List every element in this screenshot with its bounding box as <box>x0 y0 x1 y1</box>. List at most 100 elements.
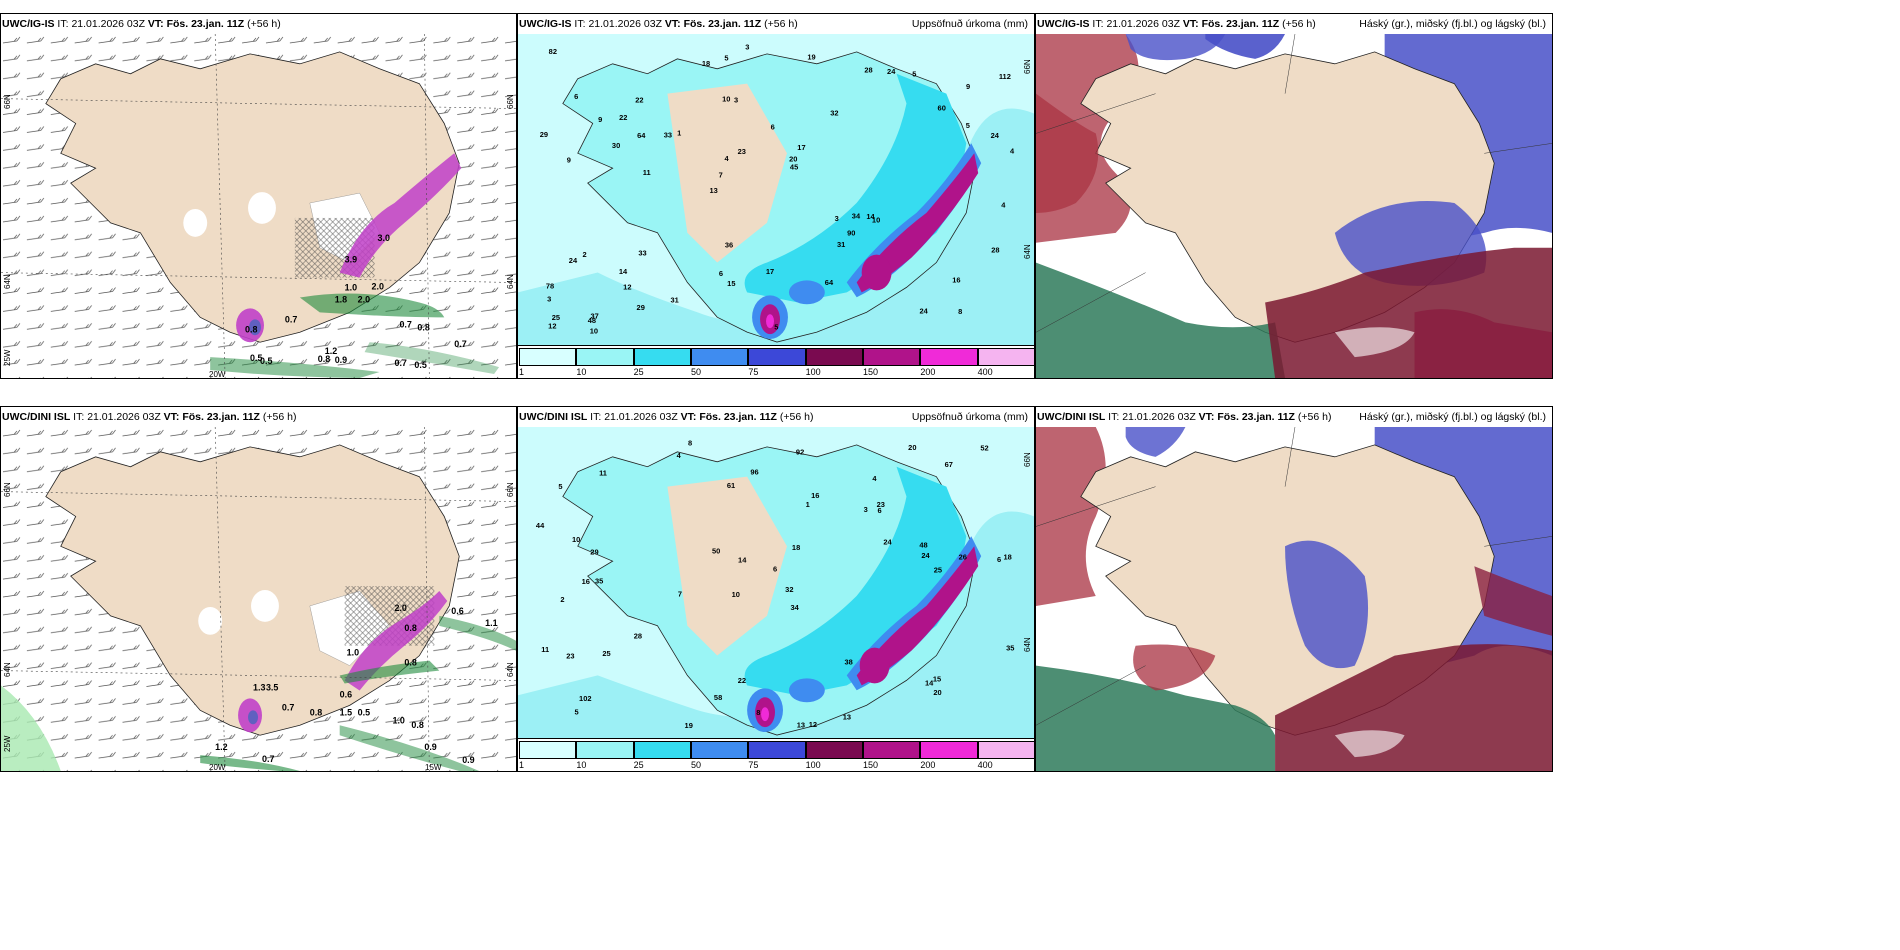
precip-value: 34 <box>791 603 800 612</box>
wind-value: 0.7 <box>282 702 294 712</box>
colorbar-swatch <box>805 348 863 366</box>
vt-label: VT: <box>680 411 697 423</box>
precip-value: 14 <box>866 212 875 221</box>
precip-value: 24 <box>887 67 896 76</box>
colorbar-swatch <box>633 741 691 759</box>
model-label: UWC/DINI ISL <box>519 411 588 423</box>
vt-label: VT: <box>1198 411 1215 423</box>
precip-value: 25 <box>602 649 610 658</box>
precip-colorbar: 1 10 25 50 75 100 150 200 400 <box>518 345 1034 378</box>
precip-value: 60 <box>938 104 946 113</box>
wind-value: 0.8 <box>404 623 416 633</box>
lead-time: (+56 h) <box>1282 18 1316 30</box>
precip-value: 18 <box>792 543 800 552</box>
precip-value: 10 <box>872 216 880 225</box>
precip-value: 3 <box>835 214 839 223</box>
precip-value: 48 <box>919 541 927 550</box>
it-label: IT: <box>57 18 69 30</box>
precip-value: 24 <box>883 538 892 547</box>
wind-value: 0.7 <box>454 339 466 349</box>
colorbar-label: 100 <box>805 367 821 377</box>
precip-value: 45 <box>790 163 798 172</box>
panel-bottom-precip: UWC/DINI ISL IT: 21.01.2026 03Z VT: Fös.… <box>517 406 1035 772</box>
precip-value: 61 <box>727 481 735 490</box>
precip-value: 4 <box>872 474 877 483</box>
lon-label-25w: 25W <box>3 349 12 366</box>
it-value: 21.01.2026 03Z <box>588 18 662 30</box>
vt-label: VT: <box>1182 18 1199 30</box>
right-lat-label-64n: 64N <box>1023 244 1032 259</box>
colorbar-label: 150 <box>863 760 879 770</box>
precip-value: 17 <box>797 143 805 152</box>
precip-map: 8 4 6 10 34 35 5 3 2 1 6 5 4 7 13 12 22 20 24 28 29 16 18 26 11 1… <box>518 427 1034 739</box>
precip-value: 31 <box>837 240 845 249</box>
wind-value: 0.9 <box>335 355 347 365</box>
lon-label-20w: 20W <box>209 370 226 379</box>
it-value: 21.01.2026 03Z <box>604 411 678 423</box>
precip-value: 82 <box>549 47 557 56</box>
colorbar-swatch <box>748 741 806 759</box>
precip-value: 38 <box>845 658 853 667</box>
colorbar-label: 10 <box>576 760 587 770</box>
lat-label-66n: 66N <box>3 482 12 497</box>
precip-value: 102 <box>579 694 591 703</box>
vt-value: Fös. 23.jan. 11Z <box>182 411 260 423</box>
precip-value: 17 <box>766 267 774 276</box>
precip-value: 30 <box>612 141 620 150</box>
precip-value: 5 <box>774 323 778 332</box>
precip-value: 6 <box>878 506 882 515</box>
wind-value: 0.7 <box>394 358 406 368</box>
wind-value: 0.8 <box>310 707 322 717</box>
precip-value: 5 <box>558 482 562 491</box>
precip-value: 35 <box>1006 644 1014 653</box>
precip-value: 22 <box>619 113 627 122</box>
precip-value: 11 <box>599 468 607 477</box>
model-label: UWC/IG-IS <box>1037 18 1090 30</box>
precip-value: 4 <box>724 154 729 163</box>
precip-value: 33 <box>638 248 646 257</box>
wind-value: 1.0 <box>392 715 404 725</box>
precip-value: 25 <box>934 566 942 575</box>
vt-value: Fös. 23.jan. 11Z <box>166 18 245 30</box>
precip-value: 23 <box>738 147 746 156</box>
colorbar-swatch <box>920 741 978 759</box>
precip-value: 1 <box>677 128 681 137</box>
precip-value: 5 <box>724 54 728 63</box>
precip-value: 32 <box>830 108 838 117</box>
lon-label-25w: 25W <box>3 735 12 752</box>
colorbar-swatch <box>863 741 921 759</box>
precip-value: 12 <box>623 282 631 291</box>
vt-value: Fös. 23.jan. 11Z <box>683 18 762 30</box>
wind-map: 2.0 3.9 1.8 0.8 0.7 0.7 0.8 0.7 0.5 0.5 … <box>1 34 516 378</box>
precip-value: 16 <box>811 491 819 500</box>
wind-value: 1.2 <box>215 742 227 752</box>
wind-value: 1.2 <box>325 346 337 356</box>
precip-value: 112 <box>999 72 1011 81</box>
cloud-map <box>1036 34 1552 378</box>
wind-value: 1.3 <box>253 682 265 692</box>
wind-value: 0.9 <box>424 742 436 752</box>
it-value: 21.01.2026 03Z <box>71 18 145 30</box>
precip-value: 11 <box>643 168 651 177</box>
precip-value: 24 <box>921 551 930 560</box>
colorbar-swatch <box>977 741 1034 759</box>
colorbar-label: 150 <box>863 367 879 377</box>
wind-value: 0.8 <box>245 324 257 334</box>
precip-value: 4 <box>1001 200 1006 209</box>
precip-value: 29 <box>590 547 598 556</box>
colorbar-swatch <box>576 348 634 366</box>
panel-title: Uppsöfnuð úrkoma (mm) <box>911 411 1028 423</box>
precip-value: 3 <box>734 96 738 105</box>
panel-header: UWC/DINI ISL IT: 21.01.2026 03Z VT: Fös.… <box>518 407 1034 427</box>
precip-value: 64 <box>637 131 646 140</box>
wind-map: 1.3 3.5 1.0 0.7 0.8 0.6 1.5 0.5 1.0 0.8 … <box>1 427 516 771</box>
panel-title: Háský (gr.), miðský (fj.bl.) og lágský (… <box>1359 411 1546 423</box>
colorbar-label: 25 <box>633 760 644 770</box>
precip-value: 4 <box>677 451 682 460</box>
precip-value: 14 <box>738 556 747 565</box>
panel-header: UWC/DINI ISL IT: 21.01.2026 03Z VT: Fös.… <box>1 407 516 427</box>
it-label: IT: <box>574 18 586 30</box>
vt-value: Fös. 23.jan. 11Z <box>1201 18 1280 30</box>
precip-value: 2 <box>582 250 586 259</box>
panel-title: Uppsöfnuð úrkoma (mm) <box>911 18 1028 30</box>
